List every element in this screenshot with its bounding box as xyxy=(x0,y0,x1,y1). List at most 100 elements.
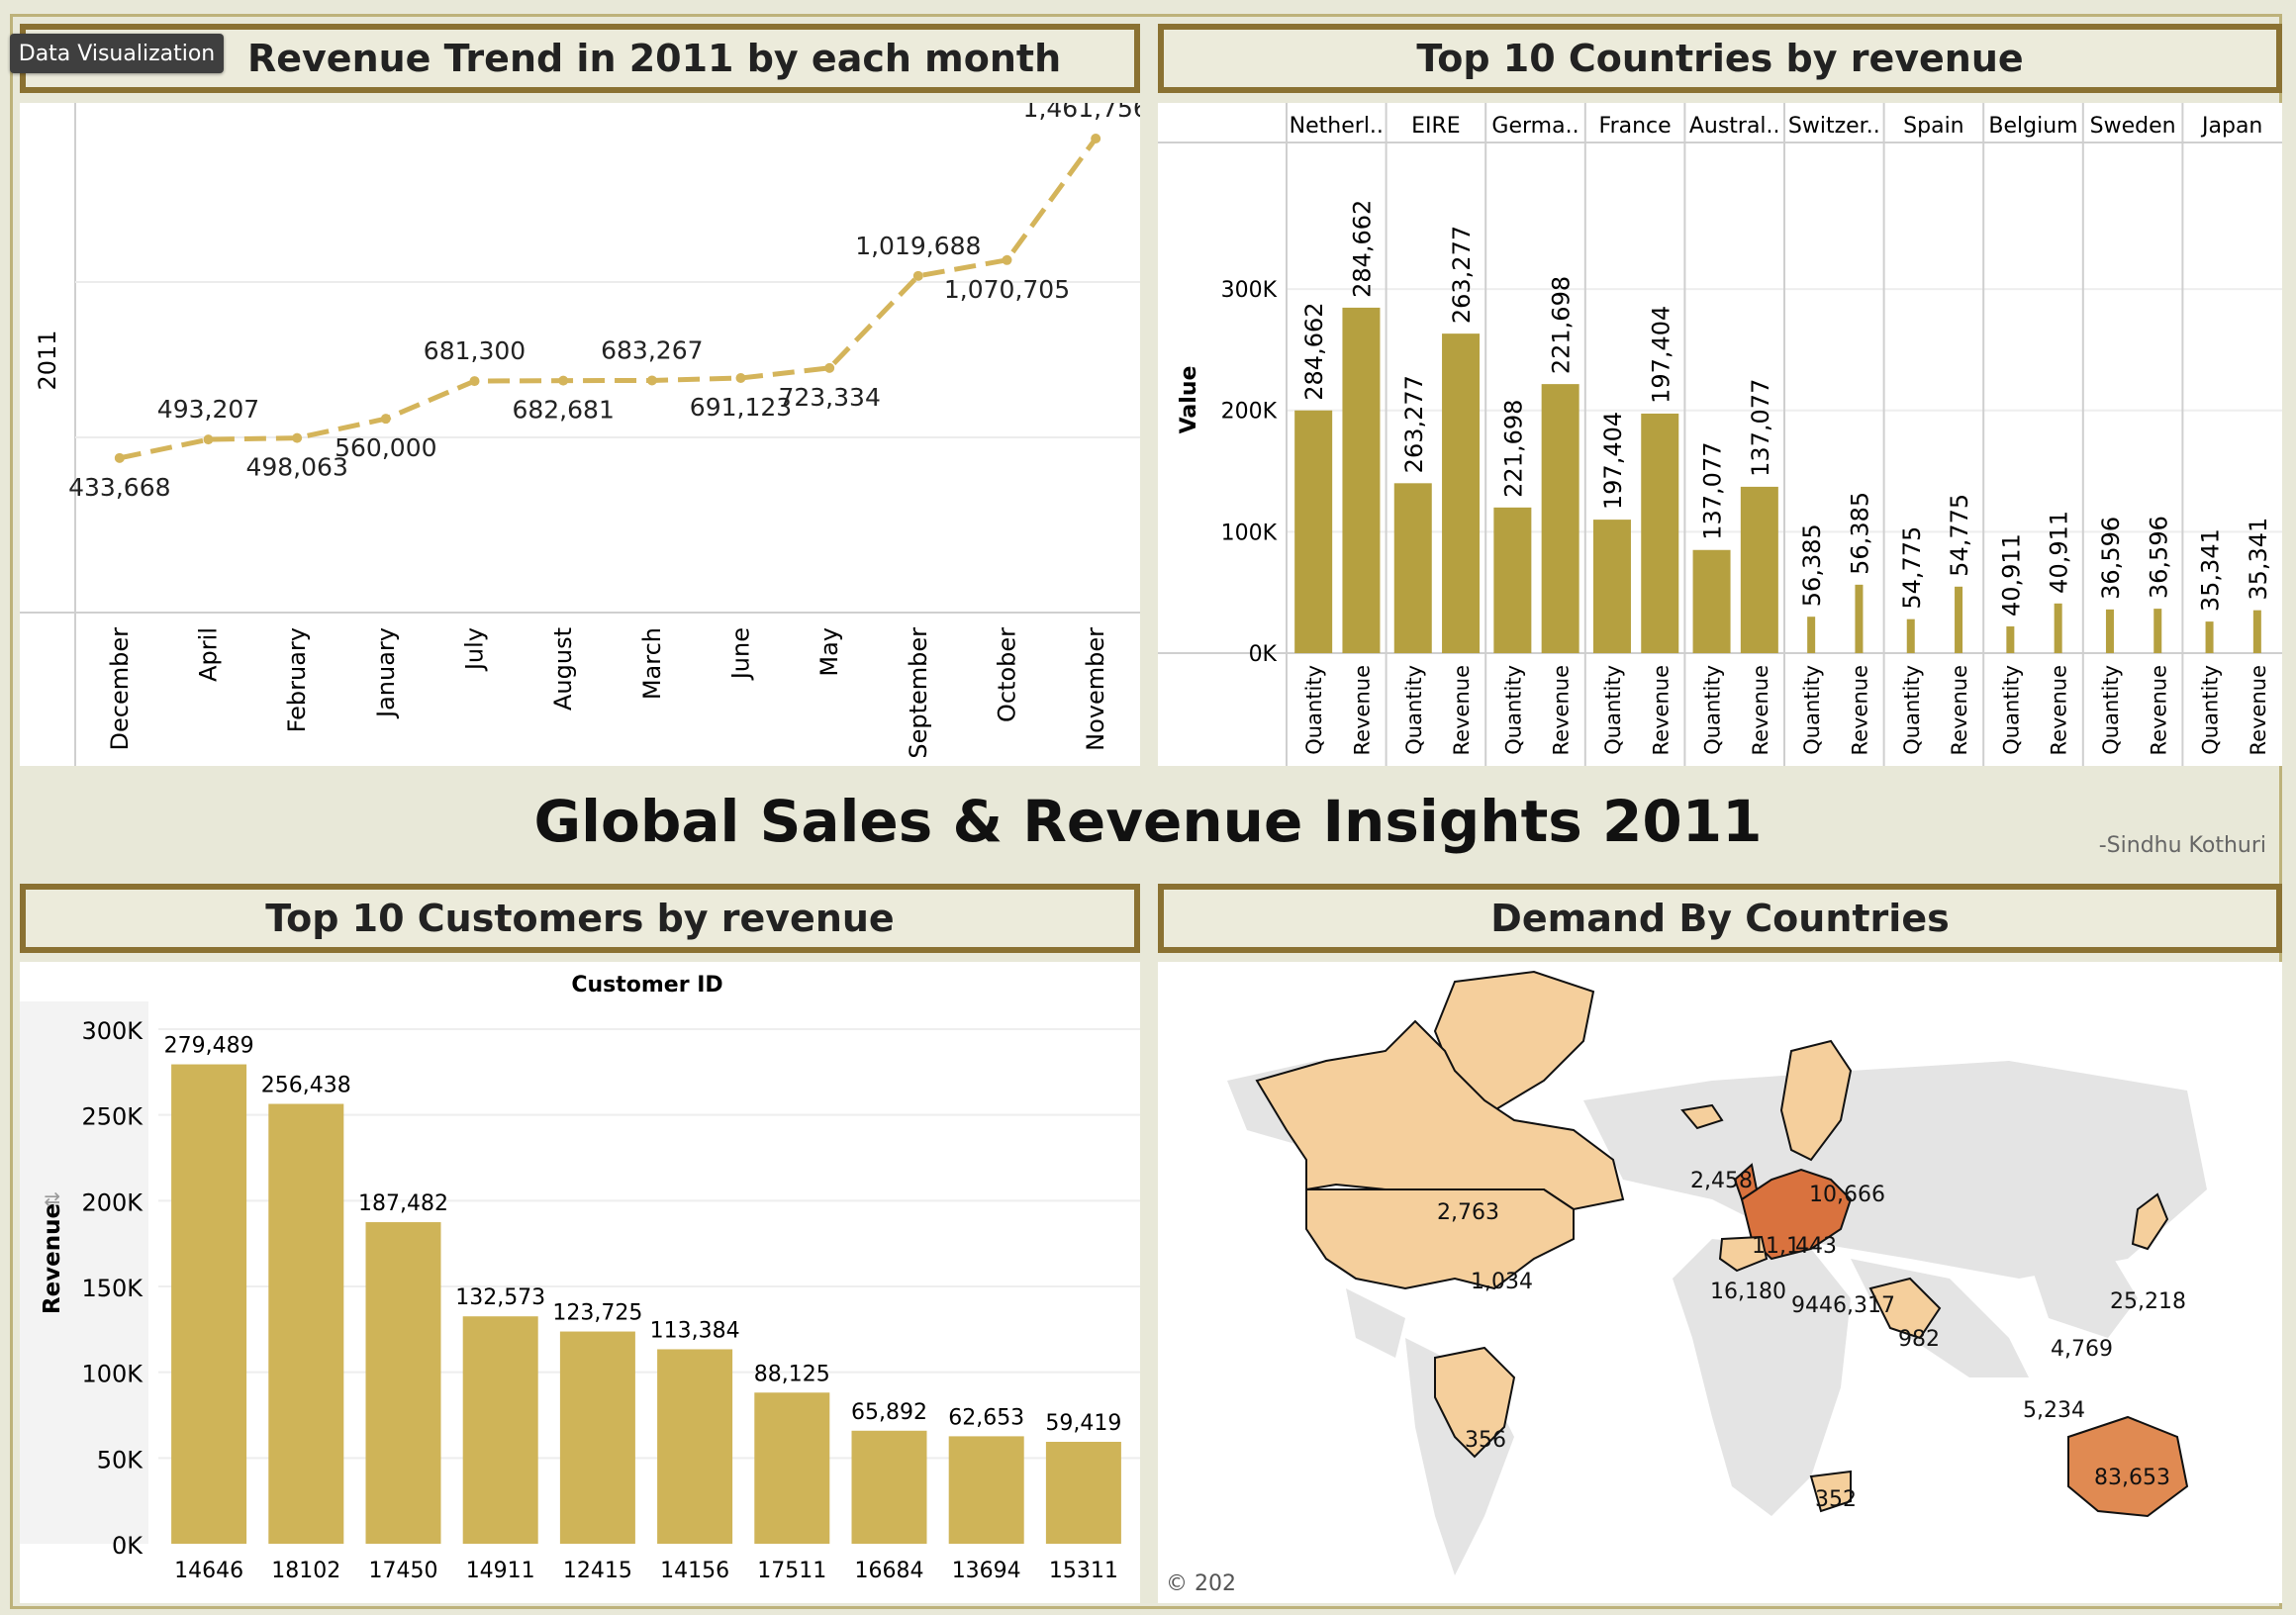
australia-region[interactable] xyxy=(2067,1415,2189,1518)
bar-customer-14911 xyxy=(462,1316,538,1544)
bar-quantity-1 xyxy=(1393,483,1432,653)
x-header: Customer ID xyxy=(571,973,722,998)
y-tick-3: 150K xyxy=(81,1275,144,1302)
trend-title-text: Revenue Trend in 2011 by each month xyxy=(247,37,1062,80)
bar-label-customer-12415: 123,725 xyxy=(552,1301,642,1326)
countries-panel: Value 0K 100K 200K 300K Netherl.. 284,662 Quant… xyxy=(1158,103,2282,766)
japan-region[interactable] xyxy=(2131,1192,2169,1251)
bar-label-revenue-2: 221,698 xyxy=(1548,276,1576,374)
map-label-portugal: 16,180 xyxy=(1710,1280,1786,1304)
south-africa-region[interactable] xyxy=(1809,1470,1852,1513)
bar-customer-12415 xyxy=(559,1331,635,1544)
point-label-december: 433,668 xyxy=(68,473,170,502)
bar-customer-17450 xyxy=(365,1222,441,1544)
bar-revenue-5 xyxy=(1855,584,1864,653)
bar-label-customer-14646: 279,489 xyxy=(164,1034,254,1059)
point-september xyxy=(912,270,923,281)
map-panel: 2,763 1,034 2,458 10,666 11,1 443 16,180… xyxy=(1158,962,2282,1603)
map-label-middle-east: 982 xyxy=(1898,1327,1940,1352)
country-header-1: EIRE xyxy=(1411,114,1461,139)
sort-icon: ⇅ xyxy=(41,1191,64,1208)
point-label-july: 681,300 xyxy=(424,336,526,365)
countries-title-text: Top 10 Countries by revenue xyxy=(1416,37,2024,80)
bar-quantity-2 xyxy=(1493,507,1532,653)
series-line xyxy=(119,137,1099,461)
country-header-6: Spain xyxy=(1903,114,1963,139)
x-tick-march: March xyxy=(638,627,666,700)
bar-quantity-3 xyxy=(1592,520,1631,653)
map-label-scandinavia: 10,666 xyxy=(1809,1183,1885,1207)
x-tick-customer-18102: 18102 xyxy=(271,1559,340,1583)
map-label-uk: 11,1 xyxy=(1752,1234,1800,1259)
bar-label-revenue-3: 197,404 xyxy=(1647,306,1674,404)
bar-label-revenue-7: 40,911 xyxy=(2046,511,2073,594)
point-june xyxy=(735,372,746,383)
measure-tick-revenue-7: Revenue xyxy=(2048,665,2071,755)
point-july xyxy=(469,376,480,387)
usa-region[interactable] xyxy=(1305,1188,1575,1290)
scandinavia-region[interactable] xyxy=(1779,1039,1853,1162)
bar-revenue-1 xyxy=(1442,333,1481,653)
measure-tick-quantity-5: Quantity xyxy=(1800,665,1824,755)
country-header-7: Belgium xyxy=(1988,114,2077,139)
bar-label-revenue-4: 137,077 xyxy=(1747,379,1774,477)
x-tick-customer-17450: 17450 xyxy=(369,1559,438,1583)
row-label: 2011 xyxy=(34,330,61,390)
x-tick-may: May xyxy=(815,627,843,677)
bar-label-revenue-9: 35,341 xyxy=(2245,518,2272,601)
world-map[interactable]: 2,763 1,034 2,458 10,666 11,1 443 16,180… xyxy=(1158,962,2282,1603)
canada-region[interactable] xyxy=(1255,1019,1625,1211)
bar-label-quantity-2: 221,698 xyxy=(1499,400,1527,498)
bar-revenue-4 xyxy=(1740,486,1778,653)
bar-label-quantity-8: 36,596 xyxy=(2097,517,2125,600)
measure-tick-revenue-0: Revenue xyxy=(1350,665,1374,755)
y-axis-label: Revenue xyxy=(40,1203,65,1314)
country-header-8: Sweden xyxy=(2090,114,2176,139)
measure-tick-revenue-6: Revenue xyxy=(1948,665,1971,755)
bar-customer-15311 xyxy=(1045,1442,1121,1544)
y-tick-6: 300K xyxy=(81,1017,144,1045)
x-tick-customer-15311: 15311 xyxy=(1049,1559,1118,1583)
iceland-region[interactable] xyxy=(1680,1103,1724,1130)
bar-label-quantity-9: 35,341 xyxy=(2197,528,2225,612)
measure-tick-quantity-0: Quantity xyxy=(1302,665,1326,755)
country-header-9: Japan xyxy=(2200,114,2262,139)
bar-revenue-7 xyxy=(2054,603,2062,653)
x-tick-june: June xyxy=(727,627,755,681)
map-copyright: © 202 xyxy=(1166,1571,1236,1596)
bar-label-quantity-5: 56,385 xyxy=(1798,523,1826,607)
bar-label-quantity-1: 263,277 xyxy=(1400,375,1428,473)
customers-panel: Customer ID Revenue ⇅ 0K 50K 100K 150K 200K 250K… xyxy=(20,962,1140,1603)
x-tick-customer-14911: 14911 xyxy=(466,1559,535,1583)
bar-label-customer-17450: 187,482 xyxy=(358,1191,448,1216)
y-axis-label: Value xyxy=(1177,366,1201,434)
iberia-region[interactable] xyxy=(1718,1235,1769,1273)
y-tick-2: 100K xyxy=(81,1361,144,1388)
map-label-canada: 2,763 xyxy=(1437,1200,1499,1225)
map-labels: 2,763 1,034 2,458 10,666 11,1 443 16,180… xyxy=(1437,1169,2186,1512)
bar-label-customer-14156: 113,384 xyxy=(650,1318,740,1343)
point-november xyxy=(1091,134,1101,144)
point-label-february: 498,063 xyxy=(245,453,347,482)
middle-east-region[interactable] xyxy=(1868,1277,1942,1340)
brazil-region[interactable] xyxy=(1434,1346,1516,1459)
point-label-april: 493,207 xyxy=(157,395,259,424)
bar-quantity-5 xyxy=(1807,617,1816,653)
bar-revenue-3 xyxy=(1641,413,1679,653)
y-tick-0: 0K xyxy=(112,1532,144,1560)
country-header-2: Germa.. xyxy=(1491,114,1578,139)
customers-title-text: Top 10 Customers by revenue xyxy=(265,897,895,940)
x-tick-september: September xyxy=(905,627,932,759)
bar-label-revenue-1: 263,277 xyxy=(1448,226,1476,324)
country-header-3: France xyxy=(1599,114,1672,139)
uk-region[interactable] xyxy=(1733,1163,1759,1201)
dashboard-frame xyxy=(10,14,2282,1609)
bar-revenue-9 xyxy=(2252,610,2261,653)
x-tick-customer-16684: 16684 xyxy=(855,1559,924,1583)
measure-tick-quantity-4: Quantity xyxy=(1701,665,1725,755)
data-visualization-tag[interactable]: Data Visualization xyxy=(10,34,224,73)
point-april xyxy=(203,434,214,445)
x-tick-customer-17511: 17511 xyxy=(757,1559,826,1583)
bar-customer-13694 xyxy=(948,1436,1024,1544)
